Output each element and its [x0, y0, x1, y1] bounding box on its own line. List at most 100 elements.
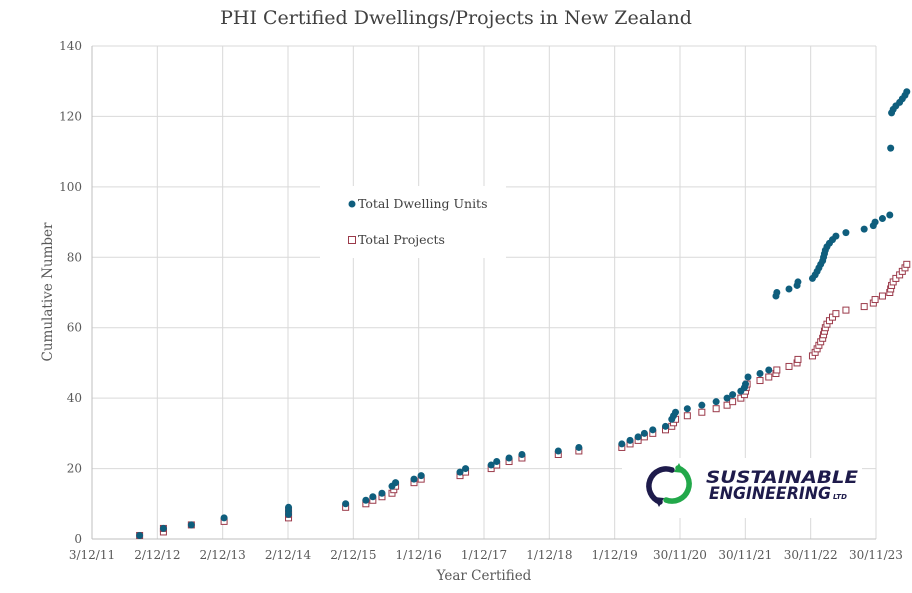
- dwelling-point: [456, 468, 464, 476]
- y-tick-label: 80: [67, 250, 82, 264]
- dwelling-point: [487, 461, 495, 469]
- dwelling-point: [462, 465, 470, 473]
- dwelling-point: [342, 500, 350, 508]
- logo-text-suffix: LTD: [833, 493, 847, 501]
- x-tick-label: 1/12/18: [526, 548, 572, 562]
- dwelling-point: [410, 475, 418, 483]
- dwelling-point: [756, 369, 764, 377]
- dwelling-point: [765, 366, 773, 374]
- dwelling-point: [887, 144, 895, 152]
- legend-label-dwellings: Total Dwelling Units: [358, 196, 488, 211]
- dwelling-point: [649, 426, 657, 434]
- dwelling-point: [618, 440, 626, 448]
- project-point: [712, 405, 720, 413]
- x-tick-label: 2/12/12: [134, 548, 180, 562]
- project-point: [723, 401, 731, 409]
- x-tick-labels: 3/12/11 2/12/12 2/12/13 2/12/14 2/12/15 1/12/…: [69, 548, 903, 562]
- project-point: [773, 366, 781, 374]
- legend-box: [320, 186, 506, 258]
- dwelling-point: [794, 278, 802, 286]
- y-tick-labels: 0 20 40 60 80 100 120 140: [59, 39, 82, 546]
- dwelling-point: [505, 454, 513, 462]
- dwelling-point: [159, 524, 167, 532]
- project-point: [871, 296, 879, 304]
- dwelling-point: [417, 472, 425, 480]
- series-total-dwelling-units: [136, 88, 911, 539]
- y-tick-label: 0: [74, 532, 82, 546]
- project-point: [832, 310, 840, 318]
- legend-label-projects: Total Projects: [358, 232, 445, 247]
- project-point: [683, 412, 691, 420]
- dwelling-point: [712, 398, 720, 406]
- dwelling-point: [672, 408, 680, 416]
- project-point: [903, 260, 911, 268]
- dwelling-point: [187, 521, 195, 529]
- project-point: [756, 377, 764, 385]
- dwelling-point: [871, 218, 879, 226]
- dwelling-point: [773, 289, 781, 296]
- dwelling-point: [378, 489, 386, 497]
- dwelling-point: [518, 450, 526, 458]
- logo-text-line2: ENGINEERING: [709, 484, 831, 503]
- y-tick-label: 40: [67, 391, 82, 405]
- dwelling-point: [493, 458, 501, 466]
- project-point: [729, 398, 737, 406]
- project-point: [878, 292, 886, 300]
- project-point: [737, 394, 745, 402]
- y-axis-label: Cumulative Number: [40, 222, 56, 361]
- dwelling-point: [842, 229, 850, 237]
- project-point: [842, 306, 850, 314]
- x-tick-label: 2/12/15: [330, 548, 376, 562]
- x-tick-label: 30/11/23: [849, 548, 903, 562]
- dwelling-point: [136, 531, 144, 539]
- project-point: [785, 362, 793, 370]
- dwelling-point: [742, 380, 750, 388]
- x-tick-label: 3/12/11: [69, 548, 115, 562]
- dwelling-point: [369, 493, 377, 501]
- dwelling-point: [392, 479, 400, 487]
- x-tick-label: 1/12/19: [592, 548, 638, 562]
- legend-marker-dwellings: [348, 200, 356, 208]
- project-point: [860, 303, 868, 311]
- x-tick-label: 30/11/21: [718, 548, 772, 562]
- dwelling-point: [683, 405, 691, 413]
- x-tick-label: 1/12/17: [461, 548, 507, 562]
- logo-rings-icon: [646, 463, 692, 507]
- dwelling-point: [832, 232, 840, 240]
- y-tick-label: 20: [67, 462, 82, 476]
- y-tick-label: 120: [59, 109, 82, 123]
- dwelling-point: [729, 391, 737, 399]
- dwelling-point: [626, 436, 634, 444]
- x-tick-label: 2/12/13: [200, 548, 246, 562]
- legend: Total Dwelling Units Total Projects: [320, 186, 506, 258]
- project-point: [892, 274, 900, 282]
- dwelling-point: [575, 443, 583, 451]
- y-tick-label: 140: [59, 39, 82, 53]
- x-tick-label: 30/11/20: [653, 548, 707, 562]
- dwelling-point: [903, 88, 911, 96]
- dwelling-point: [723, 394, 731, 402]
- project-point: [765, 373, 773, 381]
- dwelling-point: [634, 433, 642, 441]
- dwelling-point: [554, 447, 562, 455]
- dwelling-point: [698, 401, 706, 409]
- x-tick-label: 1/12/16: [396, 548, 442, 562]
- dwelling-point: [878, 215, 886, 223]
- project-point: [698, 408, 706, 416]
- legend-marker-projects: [348, 236, 356, 244]
- y-tick-label: 100: [59, 180, 82, 194]
- project-point: [794, 355, 802, 363]
- dwelling-point: [662, 422, 670, 430]
- chart-title: PHI Certified Dwellings/Projects in New …: [220, 7, 692, 29]
- y-tick-label: 60: [67, 321, 82, 335]
- logo-text-line1: SUSTAINABLE: [706, 468, 859, 487]
- dwelling-point: [785, 285, 793, 293]
- dwelling-point: [886, 211, 894, 219]
- dwelling-point: [744, 373, 752, 381]
- dwelling-point: [220, 514, 228, 522]
- dwelling-point: [860, 225, 868, 233]
- x-tick-label: 30/11/22: [784, 548, 838, 562]
- dwelling-point: [640, 429, 648, 437]
- dwelling-point: [362, 496, 370, 504]
